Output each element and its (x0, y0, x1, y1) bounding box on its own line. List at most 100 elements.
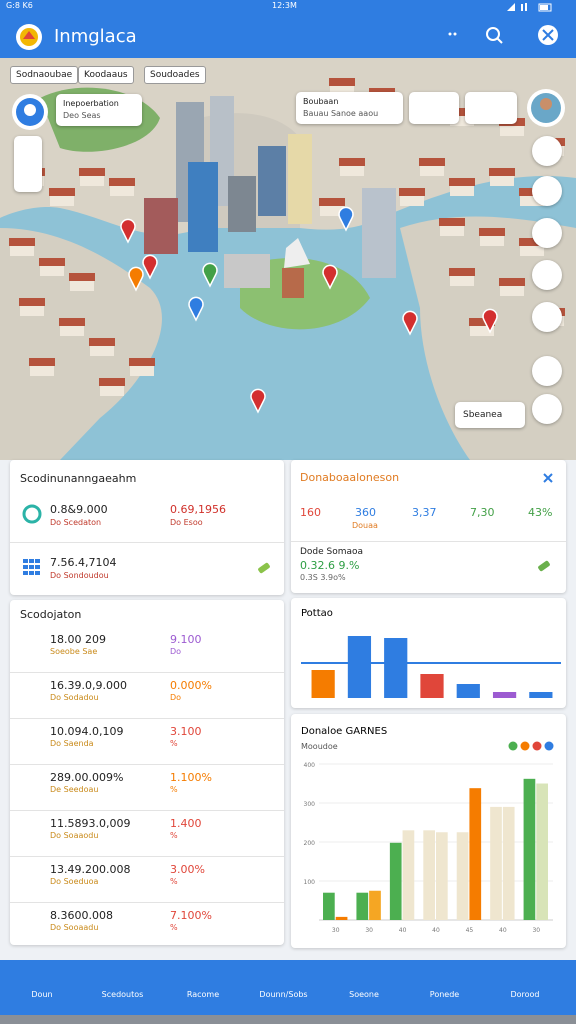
map-action-button[interactable]: Sbeanea (455, 402, 525, 428)
house-wall (60, 324, 84, 336)
house-roof (329, 78, 355, 86)
summary-panel: Scodinunanngaeahm 0.8&9.000 Do Scedaton … (10, 460, 284, 595)
map-chip[interactable]: Sodnaoubae (10, 66, 79, 84)
nav-label[interactable]: Dorood (510, 990, 540, 999)
status-icons (507, 3, 552, 12)
map-round-button[interactable] (532, 356, 562, 386)
info-card[interactable]: Inepoerbation Deo Seas (56, 94, 142, 126)
nav-label[interactable]: Scedoutos (101, 990, 144, 999)
summary-label: Do Esoo (170, 518, 203, 527)
nav-label[interactable]: Ponede (429, 990, 460, 999)
legend-dot (520, 741, 530, 751)
row-percent: 3.100 (170, 725, 202, 738)
house-roof (39, 258, 65, 266)
house-roof (129, 358, 155, 366)
house-roof (399, 188, 425, 196)
chart: Pottao (301, 608, 561, 698)
nav-label[interactable]: Doun (31, 990, 53, 999)
row-sub: Do Soeduoa (50, 877, 99, 886)
app-actions[interactable] (444, 24, 564, 48)
map-round-button[interactable] (532, 136, 562, 166)
row-percent: 1.400 (170, 817, 202, 830)
profile-avatar[interactable] (526, 88, 566, 128)
row-sub: Do Sodadou (50, 693, 99, 702)
map-round-button[interactable] (532, 260, 562, 290)
map-chip[interactable]: Soudoades (144, 66, 206, 84)
divider (10, 718, 284, 719)
place-card-title: Boubaan (303, 97, 339, 106)
y-tick-label: 200 (304, 840, 316, 847)
map-pin (482, 308, 498, 334)
map-round-button[interactable] (532, 176, 562, 206)
row-sub: Do Soaaodu (50, 831, 99, 840)
row-value: 289.00.009% (50, 771, 124, 784)
row-sub2: % (170, 877, 178, 886)
divider (10, 672, 284, 673)
bar (389, 842, 402, 920)
legend-dot (508, 741, 518, 751)
legend-dot (544, 741, 554, 751)
divider (10, 902, 284, 903)
house-roof (319, 198, 345, 206)
house-wall (490, 174, 514, 186)
bar (492, 692, 517, 698)
row-sub: Do Saenda (50, 739, 94, 748)
bar (356, 892, 369, 920)
house-wall (40, 264, 64, 276)
edit-icon[interactable] (536, 558, 552, 574)
row-percent: 0.000% (170, 679, 212, 692)
map-avatar[interactable] (10, 92, 50, 132)
app-bar (0, 0, 576, 58)
map-button[interactable] (409, 92, 459, 124)
summary-label: Do Scedaton (50, 518, 102, 527)
bar (311, 670, 335, 698)
map-round-button[interactable] (532, 394, 562, 424)
nav-label[interactable]: Racome (186, 990, 220, 999)
house-roof (449, 178, 475, 186)
bar (347, 636, 372, 698)
house-roof (89, 338, 115, 346)
chart-subtitle: Mooudoe (301, 742, 338, 751)
place-card[interactable]: Boubaan Bauau Sanoe aaou (296, 92, 403, 124)
house-roof (489, 168, 515, 176)
house-wall (90, 344, 114, 356)
map-round-button[interactable] (532, 302, 562, 332)
edit-icon[interactable] (256, 560, 272, 576)
y-tick-label: 100 (304, 879, 316, 886)
row-percent: 7.100% (170, 909, 212, 922)
row-value: 13.49.200.008 (50, 863, 131, 876)
map-round-button[interactable] (532, 218, 562, 248)
map-button[interactable] (465, 92, 517, 124)
row-sub2: % (170, 785, 178, 794)
status-left: G:8 K6 (6, 1, 33, 10)
house-wall (520, 244, 544, 256)
detail-title: Dode Somaoa (300, 547, 364, 557)
summary-value: 0.8&9.000 (50, 503, 108, 516)
nav-label[interactable]: Soeone (349, 990, 379, 999)
chart: Donaloe GARNES Mooudoe 100 200 300 400 30 30 40 4… (301, 726, 554, 934)
close-icon[interactable] (542, 472, 554, 484)
house-roof (49, 188, 75, 196)
house-wall (320, 204, 344, 216)
divider (10, 810, 284, 811)
house-wall (500, 284, 524, 296)
nav-label[interactable]: Dounn/Sobs (259, 990, 308, 999)
row-percent: 1.100% (170, 771, 212, 784)
bottom-nav: Doun Scedoutos Racome Dounn/Sobs Soeone Poned… (0, 960, 576, 1015)
app-title: Inmglaca (54, 26, 137, 47)
x-tick-label: 30 (365, 927, 373, 934)
map-chip[interactable]: Koodaaus (78, 66, 134, 84)
house-roof (59, 318, 85, 326)
map-tools[interactable] (14, 136, 42, 192)
bar (523, 778, 536, 920)
house-roof (439, 218, 465, 226)
info-card-subtitle: Deo Seas (63, 111, 101, 120)
divider (10, 542, 284, 543)
map-pin (120, 218, 136, 244)
place-card-subtitle: Bauau Sanoe aaou (303, 109, 379, 118)
summary-value: 7.56.4,7104 (50, 556, 117, 569)
list-title: Scodojaton (20, 608, 82, 621)
row-value: 18.00 209 (50, 633, 106, 646)
app-logo[interactable] (14, 22, 44, 52)
